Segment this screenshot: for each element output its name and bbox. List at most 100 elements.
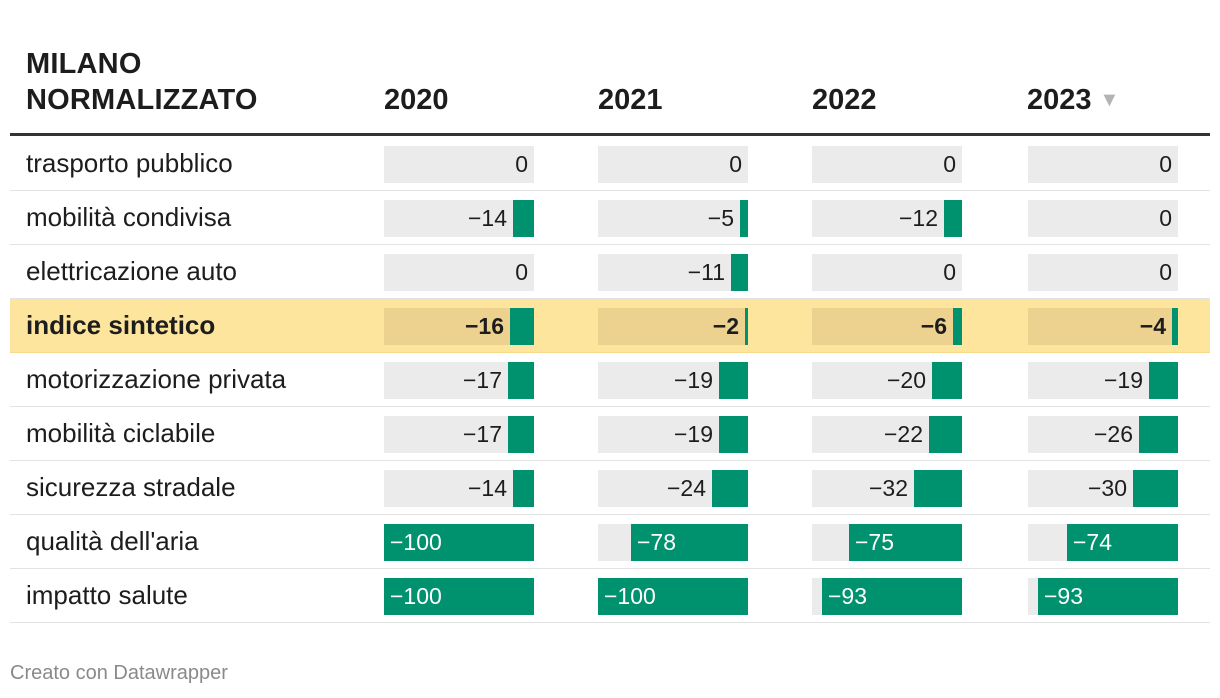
bar bbox=[513, 470, 534, 507]
table-row: motorizzazione privata −17 −19 −20 −19 bbox=[10, 353, 1210, 407]
table-body: trasporto pubblico 0 0 0 0 mobilità condivisa… bbox=[10, 137, 1210, 623]
data-label: 0 bbox=[943, 151, 956, 177]
bar bbox=[719, 362, 748, 399]
data-label: −100 bbox=[604, 583, 656, 609]
bar bbox=[1149, 362, 1178, 399]
table-cell: 0 bbox=[812, 254, 962, 291]
row-label: elettricazione auto bbox=[26, 256, 238, 286]
data-label: 0 bbox=[1159, 205, 1172, 231]
table-cell: −78 bbox=[598, 524, 748, 561]
table-cell: −2 bbox=[598, 308, 748, 345]
data-label: −100 bbox=[390, 583, 442, 609]
data-label: −93 bbox=[1044, 583, 1084, 609]
table-cell: 0 bbox=[1028, 254, 1178, 291]
table-cell: 0 bbox=[1028, 200, 1178, 237]
footer-credit[interactable]: Creato con Datawrapper bbox=[10, 662, 228, 684]
bar bbox=[953, 308, 962, 345]
table-cell: −24 bbox=[598, 470, 748, 507]
bar bbox=[1067, 524, 1178, 561]
data-label: −2 bbox=[712, 313, 739, 339]
column-header-label: 2021 bbox=[598, 84, 663, 116]
bar bbox=[384, 524, 534, 561]
bar bbox=[914, 470, 962, 507]
table-cell: −14 bbox=[384, 470, 534, 507]
column-header-2021[interactable]: 2021 bbox=[598, 82, 663, 118]
data-label: −14 bbox=[467, 475, 507, 501]
bar bbox=[510, 308, 534, 345]
bar bbox=[1139, 416, 1178, 453]
column-header-2020[interactable]: 2020 bbox=[384, 82, 449, 118]
data-label: −17 bbox=[462, 367, 502, 393]
table-cell: −22 bbox=[812, 416, 962, 453]
bar bbox=[731, 254, 748, 291]
column-header-2022[interactable]: 2022 bbox=[812, 82, 877, 118]
column-header-2023[interactable]: 2023 ▼ bbox=[1027, 82, 1119, 118]
table-cell: −17 bbox=[384, 362, 534, 399]
table-row: impatto salute −100 −100 −93 −93 bbox=[10, 569, 1210, 623]
table-cell: 0 bbox=[1028, 146, 1178, 183]
data-label: 0 bbox=[729, 151, 742, 177]
table-row: elettricazione auto 0 −11 0 0 bbox=[10, 245, 1210, 299]
table-title: MILANO NORMALIZZATO bbox=[26, 48, 258, 116]
table-cell: −93 bbox=[812, 578, 962, 615]
data-label: −5 bbox=[707, 205, 734, 231]
table-cell: −74 bbox=[1028, 524, 1178, 561]
table-cell: −14 bbox=[384, 200, 534, 237]
data-label: −19 bbox=[673, 367, 713, 393]
bar bbox=[631, 524, 748, 561]
column-header-label: 2023 bbox=[1027, 84, 1092, 116]
table-cell: −100 bbox=[384, 524, 534, 561]
table-cell: −93 bbox=[1028, 578, 1178, 615]
table-cell: −20 bbox=[812, 362, 962, 399]
data-label: −11 bbox=[687, 259, 725, 285]
data-label: −19 bbox=[1103, 367, 1143, 393]
data-label: −6 bbox=[920, 313, 947, 339]
table-row: sicurezza stradale −14 −24 −32 −30 bbox=[10, 461, 1210, 515]
row-label: motorizzazione privata bbox=[26, 364, 287, 394]
table-cell: −4 bbox=[1028, 308, 1178, 345]
table-row: mobilità condivisa −14 −5 −12 0 bbox=[10, 191, 1210, 245]
table-row: mobilità ciclabile −17 −19 −22 −26 bbox=[10, 407, 1210, 461]
data-label: 0 bbox=[1159, 151, 1172, 177]
data-label: −75 bbox=[855, 529, 895, 555]
table-cell: −26 bbox=[1028, 416, 1178, 453]
data-label: −17 bbox=[462, 421, 502, 447]
data-label: −16 bbox=[464, 313, 504, 339]
data-label: 0 bbox=[1159, 259, 1172, 285]
table-row: trasporto pubblico 0 0 0 0 bbox=[10, 137, 1210, 191]
row-label: qualità dell'aria bbox=[26, 526, 199, 556]
data-label: −22 bbox=[883, 421, 923, 447]
bar bbox=[513, 200, 534, 237]
header-divider bbox=[10, 133, 1210, 136]
bar bbox=[712, 470, 748, 507]
data-label: 0 bbox=[943, 259, 956, 285]
table-cell: 0 bbox=[598, 146, 748, 183]
table-cell: −100 bbox=[598, 578, 748, 615]
bar bbox=[944, 200, 962, 237]
table-cell: −30 bbox=[1028, 470, 1178, 507]
data-label: −74 bbox=[1073, 529, 1113, 555]
bar bbox=[508, 362, 534, 399]
table-cell: −11 bbox=[598, 254, 748, 291]
table-cell: −17 bbox=[384, 416, 534, 453]
data-label: −4 bbox=[1139, 313, 1166, 339]
bar bbox=[740, 200, 748, 237]
table-cell: −100 bbox=[384, 578, 534, 615]
data-label: −19 bbox=[673, 421, 713, 447]
sort-descending-icon[interactable]: ▼ bbox=[1099, 89, 1120, 111]
data-label: −14 bbox=[467, 205, 507, 231]
bar bbox=[745, 308, 748, 345]
data-label: −30 bbox=[1087, 475, 1127, 501]
row-label: trasporto pubblico bbox=[26, 148, 233, 178]
data-label: 0 bbox=[515, 151, 528, 177]
data-label: −20 bbox=[886, 367, 926, 393]
table-cell: −75 bbox=[812, 524, 962, 561]
table-cell: −19 bbox=[598, 362, 748, 399]
bar bbox=[932, 362, 962, 399]
table-row: indice sintetico −16 −2 −6 −4 bbox=[10, 299, 1210, 353]
row-label: sicurezza stradale bbox=[26, 472, 236, 502]
data-label: 0 bbox=[515, 259, 528, 285]
bar bbox=[384, 578, 534, 615]
bar bbox=[849, 524, 962, 561]
table-cell: −19 bbox=[1028, 362, 1178, 399]
